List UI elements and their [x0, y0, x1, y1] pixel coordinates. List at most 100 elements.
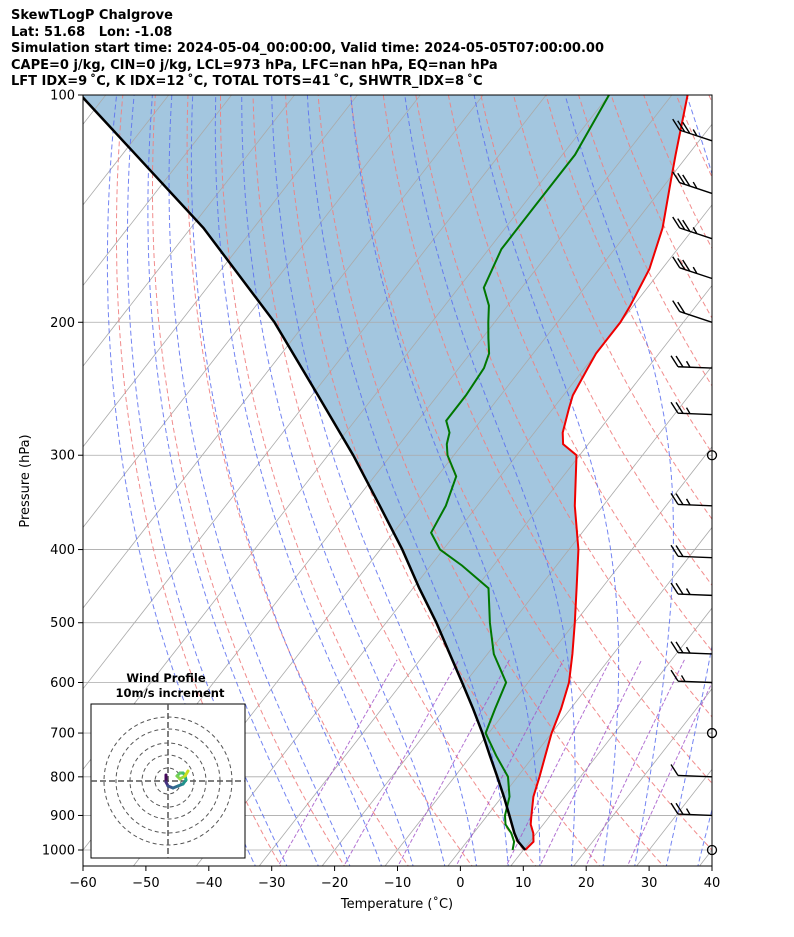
- isotherm-line: [510, 607, 712, 866]
- wind-barb: [672, 256, 713, 280]
- mixing-ratio-line: [277, 659, 398, 866]
- wind-barb: [670, 641, 713, 655]
- hodograph-segment: [183, 769, 190, 778]
- barb-staff: [677, 555, 713, 559]
- wind-barb: [670, 401, 713, 416]
- moist-adiabat: [241, 95, 446, 866]
- parcel-line: [83, 95, 527, 851]
- moist-adiabat: [168, 95, 351, 866]
- wind-barb: [670, 669, 713, 684]
- dry-adiabat: [186, 95, 409, 866]
- dry-adiabat: [317, 95, 665, 866]
- mixing-ratio-line: [626, 681, 712, 866]
- barb-flag: [670, 544, 679, 557]
- barb-flag: [670, 582, 679, 595]
- moist-adiabat: [214, 95, 414, 866]
- dry-adiabat: [382, 95, 712, 784]
- barb-flag: [675, 545, 684, 557]
- dry-adiabat: [447, 95, 712, 652]
- y-tick-label: 200: [50, 316, 75, 331]
- barb-flag: [670, 641, 679, 653]
- isotherm-line: [258, 284, 712, 866]
- barb-flag: [675, 582, 684, 595]
- moist-adiabat: [564, 95, 674, 866]
- dry-adiabat: [513, 95, 712, 520]
- isotherm-line: [573, 688, 712, 866]
- barb-half: [692, 227, 698, 234]
- barb-staff: [679, 310, 713, 323]
- barb-staff: [677, 813, 713, 817]
- hodograph-inset: Wind Profile 10m/s increment: [90, 671, 246, 859]
- y-tick-label: 400: [50, 543, 75, 558]
- dry-adiabat: [643, 95, 712, 250]
- isotherm-line: [83, 95, 233, 287]
- hodograph-subtitle: 10m/s increment: [116, 686, 225, 700]
- isotherm-line: [83, 95, 484, 609]
- barb-half: [685, 360, 691, 368]
- barb-staff: [679, 129, 713, 142]
- isotherm-line: [447, 526, 712, 866]
- barb-flag: [682, 219, 691, 232]
- dry-adiabat: [480, 95, 712, 587]
- axes: −60 −50 −40 −30 −20 −10 0 10 20 30 40 100 200 300 400 5…: [42, 89, 720, 892]
- barb-half: [685, 498, 691, 506]
- isotherm-line: [384, 446, 712, 866]
- barb-flag: [670, 802, 679, 815]
- x-tick-label: −60: [69, 876, 96, 891]
- x-tick-label: 30: [641, 876, 658, 891]
- mixing-ratio-line: [455, 659, 565, 866]
- dry-adiabat: [610, 95, 712, 319]
- parcel-area: [83, 95, 688, 850]
- barb-half: [692, 266, 698, 274]
- mixing-ratio-line: [585, 659, 685, 866]
- parcel-shading: [83, 95, 688, 850]
- barb-flag: [670, 669, 679, 682]
- x-tick-label: −10: [384, 876, 411, 891]
- isotherm-line: [321, 365, 712, 866]
- isotherm-line: [195, 204, 712, 866]
- wind-barb: [672, 300, 713, 323]
- y-tick-label: 300: [50, 449, 75, 464]
- barb-flag: [670, 764, 679, 776]
- x-tick-label: 10: [515, 876, 532, 891]
- barb-half: [685, 646, 691, 654]
- hodograph-title: Wind Profile: [126, 671, 206, 685]
- barb-flag: [682, 174, 691, 187]
- y-tick-label: 900: [50, 809, 75, 824]
- dry-adiabat: [708, 95, 712, 104]
- moist-adiabat: [126, 95, 288, 866]
- barb-half: [685, 808, 691, 815]
- isotherm-line: [83, 95, 296, 367]
- barb-flag: [682, 121, 691, 134]
- barb-flag: [675, 802, 684, 815]
- y-tick-label: 700: [50, 727, 75, 742]
- cape-line: CAPE=0 j/kg, CIN=0 j/kg, LCL=973 hPa, LF…: [11, 57, 498, 73]
- moist-adiabat: [271, 95, 478, 866]
- barb-flag: [675, 355, 684, 368]
- x-axis-label: Temperature (˚C): [340, 896, 453, 912]
- barb-flag: [677, 172, 686, 185]
- barb-flag: [672, 118, 681, 131]
- barb-flag: [670, 401, 679, 414]
- barb-staff: [677, 503, 713, 507]
- dry-adiabat: [735, 81, 794, 869]
- barb-flag: [672, 171, 681, 184]
- barb-staff: [677, 651, 713, 655]
- dry-adiabat: [220, 95, 473, 866]
- barb-staff: [677, 412, 713, 416]
- dry-adiabat: [152, 95, 346, 866]
- barb-flag: [677, 301, 686, 314]
- time-line: Simulation start time: 2024-05-04_00:00:…: [11, 41, 604, 57]
- barb-flag: [675, 493, 684, 505]
- background-grid: [83, 81, 794, 869]
- isotherm-line: [83, 95, 547, 690]
- barb-flag: [677, 257, 686, 270]
- wind-barb: [670, 493, 713, 507]
- wind-barb: [670, 544, 713, 559]
- y-tick-label: 800: [50, 770, 75, 785]
- dry-adiabat: [252, 95, 537, 866]
- isotherm-line: [83, 95, 421, 529]
- dry-adiabat: [767, 81, 794, 869]
- wind-barb: [670, 764, 713, 778]
- wind-barb: [670, 582, 713, 597]
